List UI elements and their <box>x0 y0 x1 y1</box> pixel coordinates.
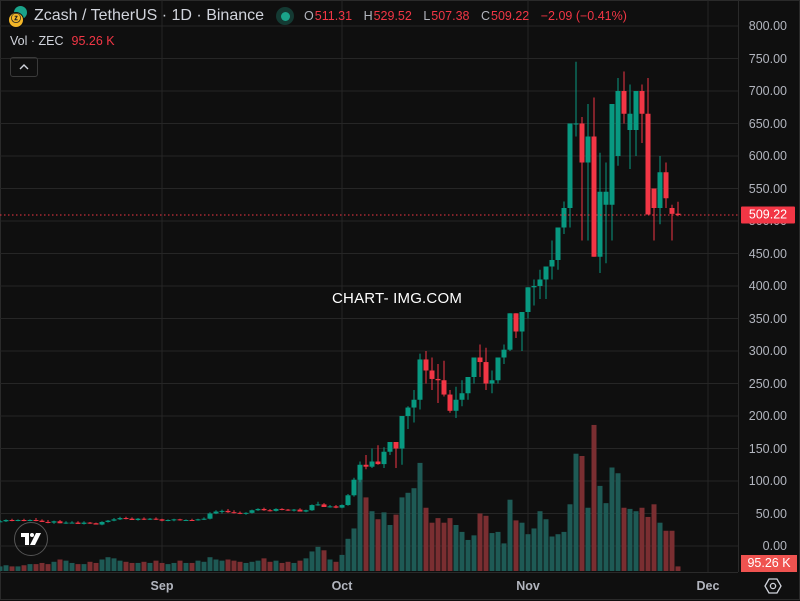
settings-gear-icon[interactable] <box>764 577 782 600</box>
volume-value: 95.26 K <box>71 34 115 48</box>
low-value: 507.38 <box>431 9 470 23</box>
close-value: 509.22 <box>491 9 530 23</box>
zcash-tether-icon: ⓩ <box>8 6 28 28</box>
symbol-legend: ⓩ Zcash / TetherUS · 1D · Binance O511.3… <box>8 6 635 28</box>
volume-label[interactable]: Vol · ZEC <box>10 34 64 48</box>
price-axis-label: 0.00 <box>762 539 787 553</box>
price-axis-label: 150.00 <box>748 441 787 456</box>
last-price-tag: 509.22 <box>741 206 795 224</box>
price-axis-label: 450.00 <box>748 246 787 261</box>
volume-legend: Vol · ZEC 95.26 K <box>10 34 115 48</box>
open-label: O <box>304 9 314 23</box>
time-axis-label: Nov <box>516 579 540 593</box>
high-value: 529.52 <box>373 9 412 23</box>
price-axis-label: 100.00 <box>748 474 787 488</box>
price-axis-label: 200.00 <box>748 409 787 423</box>
open-value: 511.31 <box>314 9 353 23</box>
price-axis-label: 650.00 <box>748 116 787 131</box>
price-axis-label: 300.00 <box>748 344 787 358</box>
ohlc-values: O511.31 H529.52 L507.38 C509.22 −2.09 (−… <box>304 9 635 23</box>
volume-value-tag: 95.26 K <box>741 555 797 572</box>
price-axis-label: 750.00 <box>748 51 787 66</box>
time-axis-label: Dec <box>696 579 720 593</box>
candlestick-chart <box>0 0 738 572</box>
price-axis-label: 550.00 <box>748 181 787 196</box>
tradingview-logo-icon[interactable] <box>14 522 48 556</box>
price-axis[interactable]: 800.00750.00700.00650.00600.00550.00500.… <box>738 0 800 572</box>
time-axis-label: Sep <box>150 579 174 593</box>
price-axis-label: 400.00 <box>748 279 787 293</box>
low-label: L <box>423 9 431 23</box>
price-axis-label: 250.00 <box>748 376 787 391</box>
collapse-legend-button[interactable] <box>10 57 38 77</box>
high-label: H <box>363 9 373 23</box>
time-axis[interactable]: Sep Oct Nov Dec <box>0 572 738 601</box>
chevron-up-icon <box>19 64 29 70</box>
price-axis-label: 350.00 <box>748 311 787 326</box>
market-open-status-icon <box>276 7 295 25</box>
close-label: C <box>480 9 491 23</box>
price-axis-label: 800.00 <box>748 19 787 33</box>
price-axis-label: 50.00 <box>755 506 787 521</box>
symbol-title[interactable]: Zcash / TetherUS · 1D · Binance <box>34 7 265 24</box>
price-plot-area[interactable] <box>0 0 738 572</box>
price-axis-label: 600.00 <box>748 149 787 163</box>
price-change: −2.09 (−0.41%) <box>540 9 627 23</box>
time-axis-label: Oct <box>331 579 353 593</box>
watermark: CHART- IMG.COM <box>332 290 463 307</box>
price-axis-label: 700.00 <box>748 84 787 98</box>
